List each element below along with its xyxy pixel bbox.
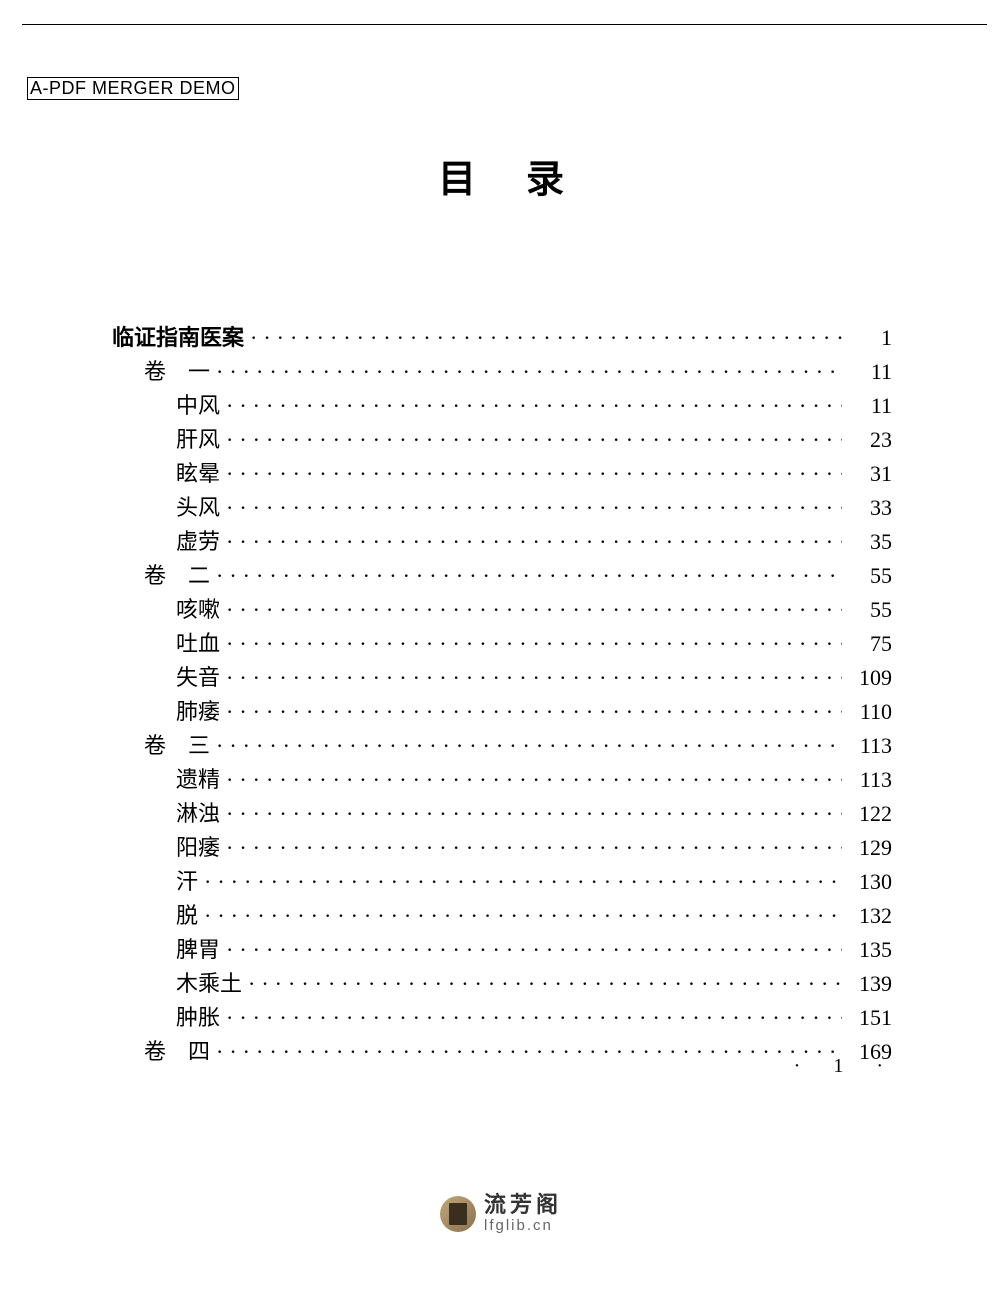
table-of-contents: 临证指南医案··································… <box>112 320 892 1068</box>
watermark-site-url: lfglib.cn <box>484 1218 562 1235</box>
toc-entry: 木乘土·····································… <box>112 966 892 1000</box>
toc-leader-dots: ········································… <box>244 325 842 351</box>
toc-leader-dots: ········································… <box>220 699 842 725</box>
toc-entry: 卷 一·····································… <box>112 354 892 388</box>
toc-entry-label: 失音 <box>112 660 220 692</box>
toc-entry-label: 卷 四 <box>112 1034 210 1066</box>
top-border-line <box>22 24 987 25</box>
toc-entry: 遗精······································… <box>112 762 892 796</box>
toc-entry: 肺痿······································… <box>112 694 892 728</box>
toc-entry: 中风······································… <box>112 388 892 422</box>
page-number-marker: · 1 · <box>794 1055 897 1078</box>
toc-leader-dots: ········································… <box>242 971 842 997</box>
toc-entry-label: 虚劳 <box>112 524 220 556</box>
toc-leader-dots: ········································… <box>220 597 842 623</box>
toc-entry-label: 肺痿 <box>112 694 220 726</box>
toc-entry-page: 23 <box>842 427 892 453</box>
toc-entry: 阳痿······································… <box>112 830 892 864</box>
toc-leader-dots: ········································… <box>220 937 842 963</box>
toc-entry-page: 33 <box>842 495 892 521</box>
toc-entry-label: 中风 <box>112 388 220 420</box>
watermark-text-block: 流芳阁 lfglib.cn <box>484 1193 562 1234</box>
toc-entry-page: 75 <box>842 631 892 657</box>
toc-leader-dots: ········································… <box>220 801 842 827</box>
toc-entry-label: 脾胃 <box>112 932 220 964</box>
source-watermark: 流芳阁 lfglib.cn <box>0 1193 1002 1234</box>
toc-entry: 吐血······································… <box>112 626 892 660</box>
toc-leader-dots: ········································… <box>220 529 842 555</box>
toc-leader-dots: ········································… <box>220 631 842 657</box>
toc-leader-dots: ········································… <box>210 359 842 385</box>
toc-leader-dots: ········································… <box>210 733 842 759</box>
toc-entry-page: 135 <box>842 937 892 963</box>
toc-entry: 肿胀······································… <box>112 1000 892 1034</box>
toc-entry: 临证指南医案··································… <box>112 320 892 354</box>
toc-entry-label: 淋浊 <box>112 796 220 828</box>
page-title: 目录 <box>0 148 1002 203</box>
toc-entry-label: 脱 <box>112 898 198 930</box>
toc-entry-label: 肿胀 <box>112 1000 220 1032</box>
toc-entry-page: 1 <box>842 325 892 351</box>
toc-entry-page: 113 <box>842 733 892 759</box>
toc-entry: 汗·······································… <box>112 864 892 898</box>
toc-entry-label: 咳嗽 <box>112 592 220 624</box>
toc-entry-label: 卷 三 <box>112 728 210 760</box>
toc-entry: 脾胃······································… <box>112 932 892 966</box>
watermark-site-name: 流芳阁 <box>484 1193 562 1217</box>
toc-entry-page: 110 <box>842 699 892 725</box>
toc-entry-label: 阳痿 <box>112 830 220 862</box>
toc-entry-label: 遗精 <box>112 762 220 794</box>
toc-entry: 失音······································… <box>112 660 892 694</box>
toc-entry-page: 139 <box>842 971 892 997</box>
toc-entry-label: 眩晕 <box>112 456 220 488</box>
toc-entry: 头风······································… <box>112 490 892 524</box>
book-icon <box>440 1196 476 1232</box>
toc-leader-dots: ········································… <box>220 495 842 521</box>
toc-entry-page: 31 <box>842 461 892 487</box>
toc-entry: 眩晕······································… <box>112 456 892 490</box>
toc-leader-dots: ········································… <box>210 563 842 589</box>
toc-entry-page: 122 <box>842 801 892 827</box>
toc-entry-label: 肝风 <box>112 422 220 454</box>
toc-leader-dots: ········································… <box>198 903 842 929</box>
toc-entry: 卷 三·····································… <box>112 728 892 762</box>
toc-entry: 肝风······································… <box>112 422 892 456</box>
toc-entry: 脱·······································… <box>112 898 892 932</box>
toc-leader-dots: ········································… <box>220 767 842 793</box>
toc-leader-dots: ········································… <box>220 665 842 691</box>
toc-entry-page: 35 <box>842 529 892 555</box>
toc-entry-label: 卷 一 <box>112 354 210 386</box>
toc-leader-dots: ········································… <box>220 835 842 861</box>
toc-entry-page: 55 <box>842 597 892 623</box>
toc-entry-page: 129 <box>842 835 892 861</box>
toc-entry-label: 头风 <box>112 490 220 522</box>
toc-leader-dots: ········································… <box>220 1005 842 1031</box>
toc-entry-label: 木乘土 <box>112 966 242 998</box>
demo-watermark-label: A-PDF MERGER DEMO <box>27 77 239 100</box>
toc-leader-dots: ········································… <box>220 427 842 453</box>
toc-entry: 虚劳······································… <box>112 524 892 558</box>
toc-entry: 咳嗽······································… <box>112 592 892 626</box>
toc-entry: 淋浊······································… <box>112 796 892 830</box>
toc-entry: 卷 四·····································… <box>112 1034 892 1068</box>
toc-entry-label: 卷 二 <box>112 558 210 590</box>
toc-entry-page: 130 <box>842 869 892 895</box>
toc-entry-label: 临证指南医案 <box>112 320 244 352</box>
toc-leader-dots: ········································… <box>220 393 842 419</box>
toc-entry-page: 55 <box>842 563 892 589</box>
toc-entry-label: 汗 <box>112 864 198 896</box>
toc-leader-dots: ········································… <box>198 869 842 895</box>
toc-entry-page: 113 <box>842 767 892 793</box>
toc-entry-page: 132 <box>842 903 892 929</box>
toc-leader-dots: ········································… <box>220 461 842 487</box>
toc-entry-page: 11 <box>842 393 892 419</box>
toc-entry-page: 11 <box>842 359 892 385</box>
toc-entry: 卷 二·····································… <box>112 558 892 592</box>
toc-leader-dots: ········································… <box>210 1039 842 1065</box>
toc-entry-page: 151 <box>842 1005 892 1031</box>
toc-entry-page: 109 <box>842 665 892 691</box>
toc-entry-label: 吐血 <box>112 626 220 658</box>
